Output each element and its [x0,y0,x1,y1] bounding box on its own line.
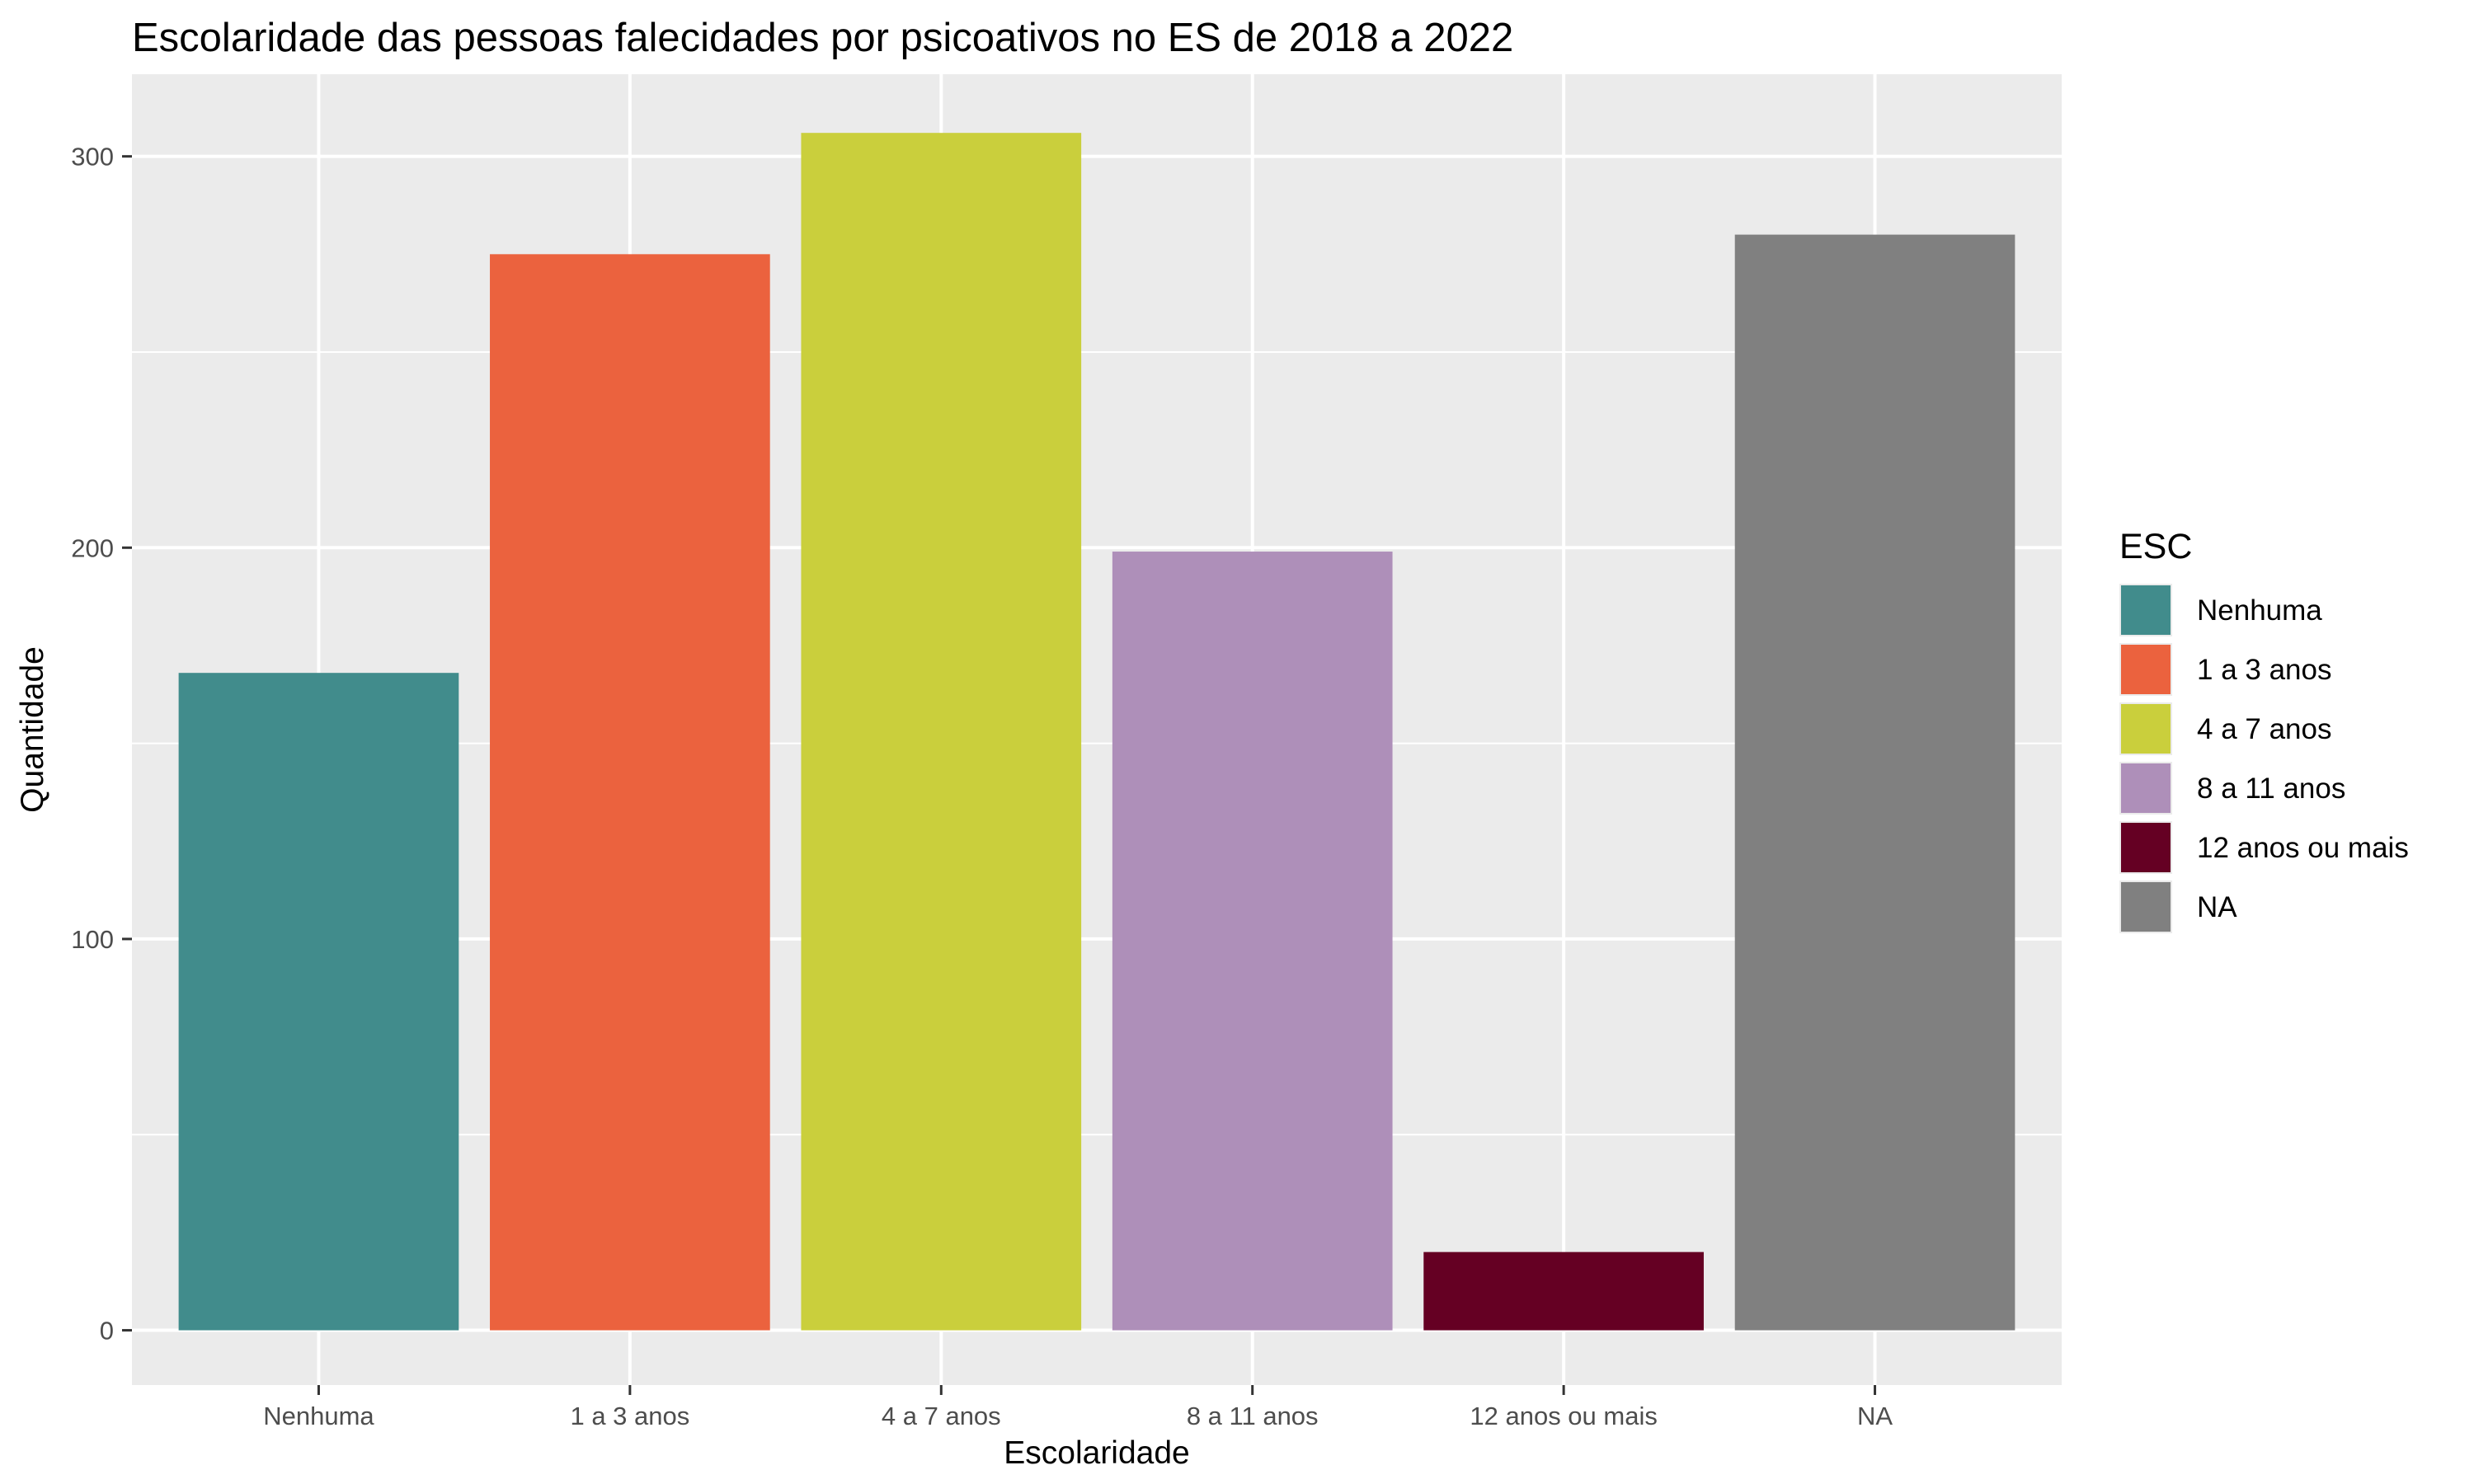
legend: ESC Nenhuma 1 a 3 anos 4 a 7 anos 8 a 11 an… [2119,527,2409,933]
legend-title: ESC [2119,527,2192,566]
legend-swatch [2121,823,2171,872]
y-tick-label: 100 [71,925,114,954]
legend-swatch [2121,585,2171,635]
bars [178,133,2015,1331]
bar-12-anos-ou-mais [1423,1252,1704,1331]
bar-4-a-7-anos [801,133,1082,1331]
legend-swatch [2121,882,2171,932]
y-axis-ticks: 0 100 200 300 [71,143,132,1345]
x-tick-label: 8 a 11 anos [1187,1402,1319,1430]
legend-items: Nenhuma 1 a 3 anos 4 a 7 anos 8 a 11 anos 12… [2119,584,2409,933]
x-tick-label: 4 a 7 anos [882,1402,1001,1430]
legend-swatch [2121,704,2171,754]
y-tick-label: 200 [71,533,114,562]
legend-label: Nenhuma [2197,594,2322,627]
bar-8-a-11-anos [1112,552,1393,1331]
x-axis-ticks: Nenhuma 1 a 3 anos 4 a 7 anos 8 a 11 anos 12… [263,1385,1893,1430]
y-tick-label: 0 [100,1317,114,1345]
y-tick-label: 300 [71,143,114,171]
x-axis-title: Escolaridade [1004,1435,1189,1471]
bar-nenhuma [178,673,459,1331]
bar-1-a-3-anos [490,254,770,1331]
x-tick-label: NA [1857,1402,1893,1430]
x-tick-label: 1 a 3 anos [570,1402,689,1430]
x-tick-label: Nenhuma [263,1402,374,1430]
x-tick-label: 12 anos ou mais [1470,1402,1657,1430]
legend-label: 4 a 7 anos [2197,713,2331,745]
legend-label: 8 a 11 anos [2197,773,2345,805]
chart-title: Escolaridade das pessoas falecidades por… [132,16,1513,60]
bar-na [1734,234,2015,1331]
legend-label: 1 a 3 anos [2197,654,2331,686]
legend-swatch [2121,645,2171,694]
legend-label: NA [2197,891,2237,923]
legend-label: 12 anos ou mais [2197,832,2409,864]
y-axis-title: Quantidade [15,646,50,813]
legend-swatch [2121,763,2171,813]
